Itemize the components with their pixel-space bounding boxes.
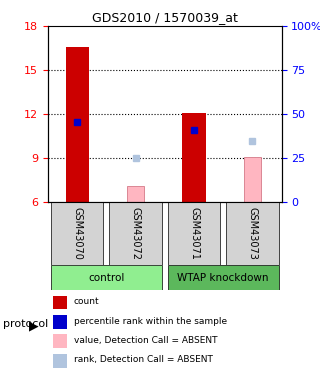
Text: percentile rank within the sample: percentile rank within the sample (74, 316, 227, 326)
FancyBboxPatch shape (226, 202, 279, 266)
FancyBboxPatch shape (51, 266, 162, 290)
Text: value, Detection Call = ABSENT: value, Detection Call = ABSENT (74, 336, 217, 345)
Title: GDS2010 / 1570039_at: GDS2010 / 1570039_at (92, 11, 238, 24)
Bar (127, 186, 144, 202)
Bar (53, 354, 67, 368)
FancyBboxPatch shape (109, 202, 162, 266)
FancyBboxPatch shape (168, 202, 220, 266)
FancyBboxPatch shape (168, 266, 279, 290)
Bar (182, 113, 206, 202)
Text: protocol: protocol (3, 320, 48, 329)
Text: GSM43070: GSM43070 (72, 207, 82, 260)
Bar (53, 315, 67, 329)
Bar (244, 157, 260, 202)
Bar (53, 296, 67, 309)
Text: ▶: ▶ (29, 319, 38, 332)
Text: WTAP knockdown: WTAP knockdown (178, 273, 269, 283)
Bar (66, 47, 89, 202)
Text: control: control (88, 273, 124, 283)
Text: rank, Detection Call = ABSENT: rank, Detection Call = ABSENT (74, 355, 212, 364)
Text: count: count (74, 297, 99, 306)
Text: GSM43071: GSM43071 (189, 207, 199, 260)
FancyBboxPatch shape (51, 202, 103, 266)
Text: GSM43072: GSM43072 (131, 207, 140, 260)
Text: GSM43073: GSM43073 (247, 207, 257, 260)
Bar (53, 334, 67, 348)
